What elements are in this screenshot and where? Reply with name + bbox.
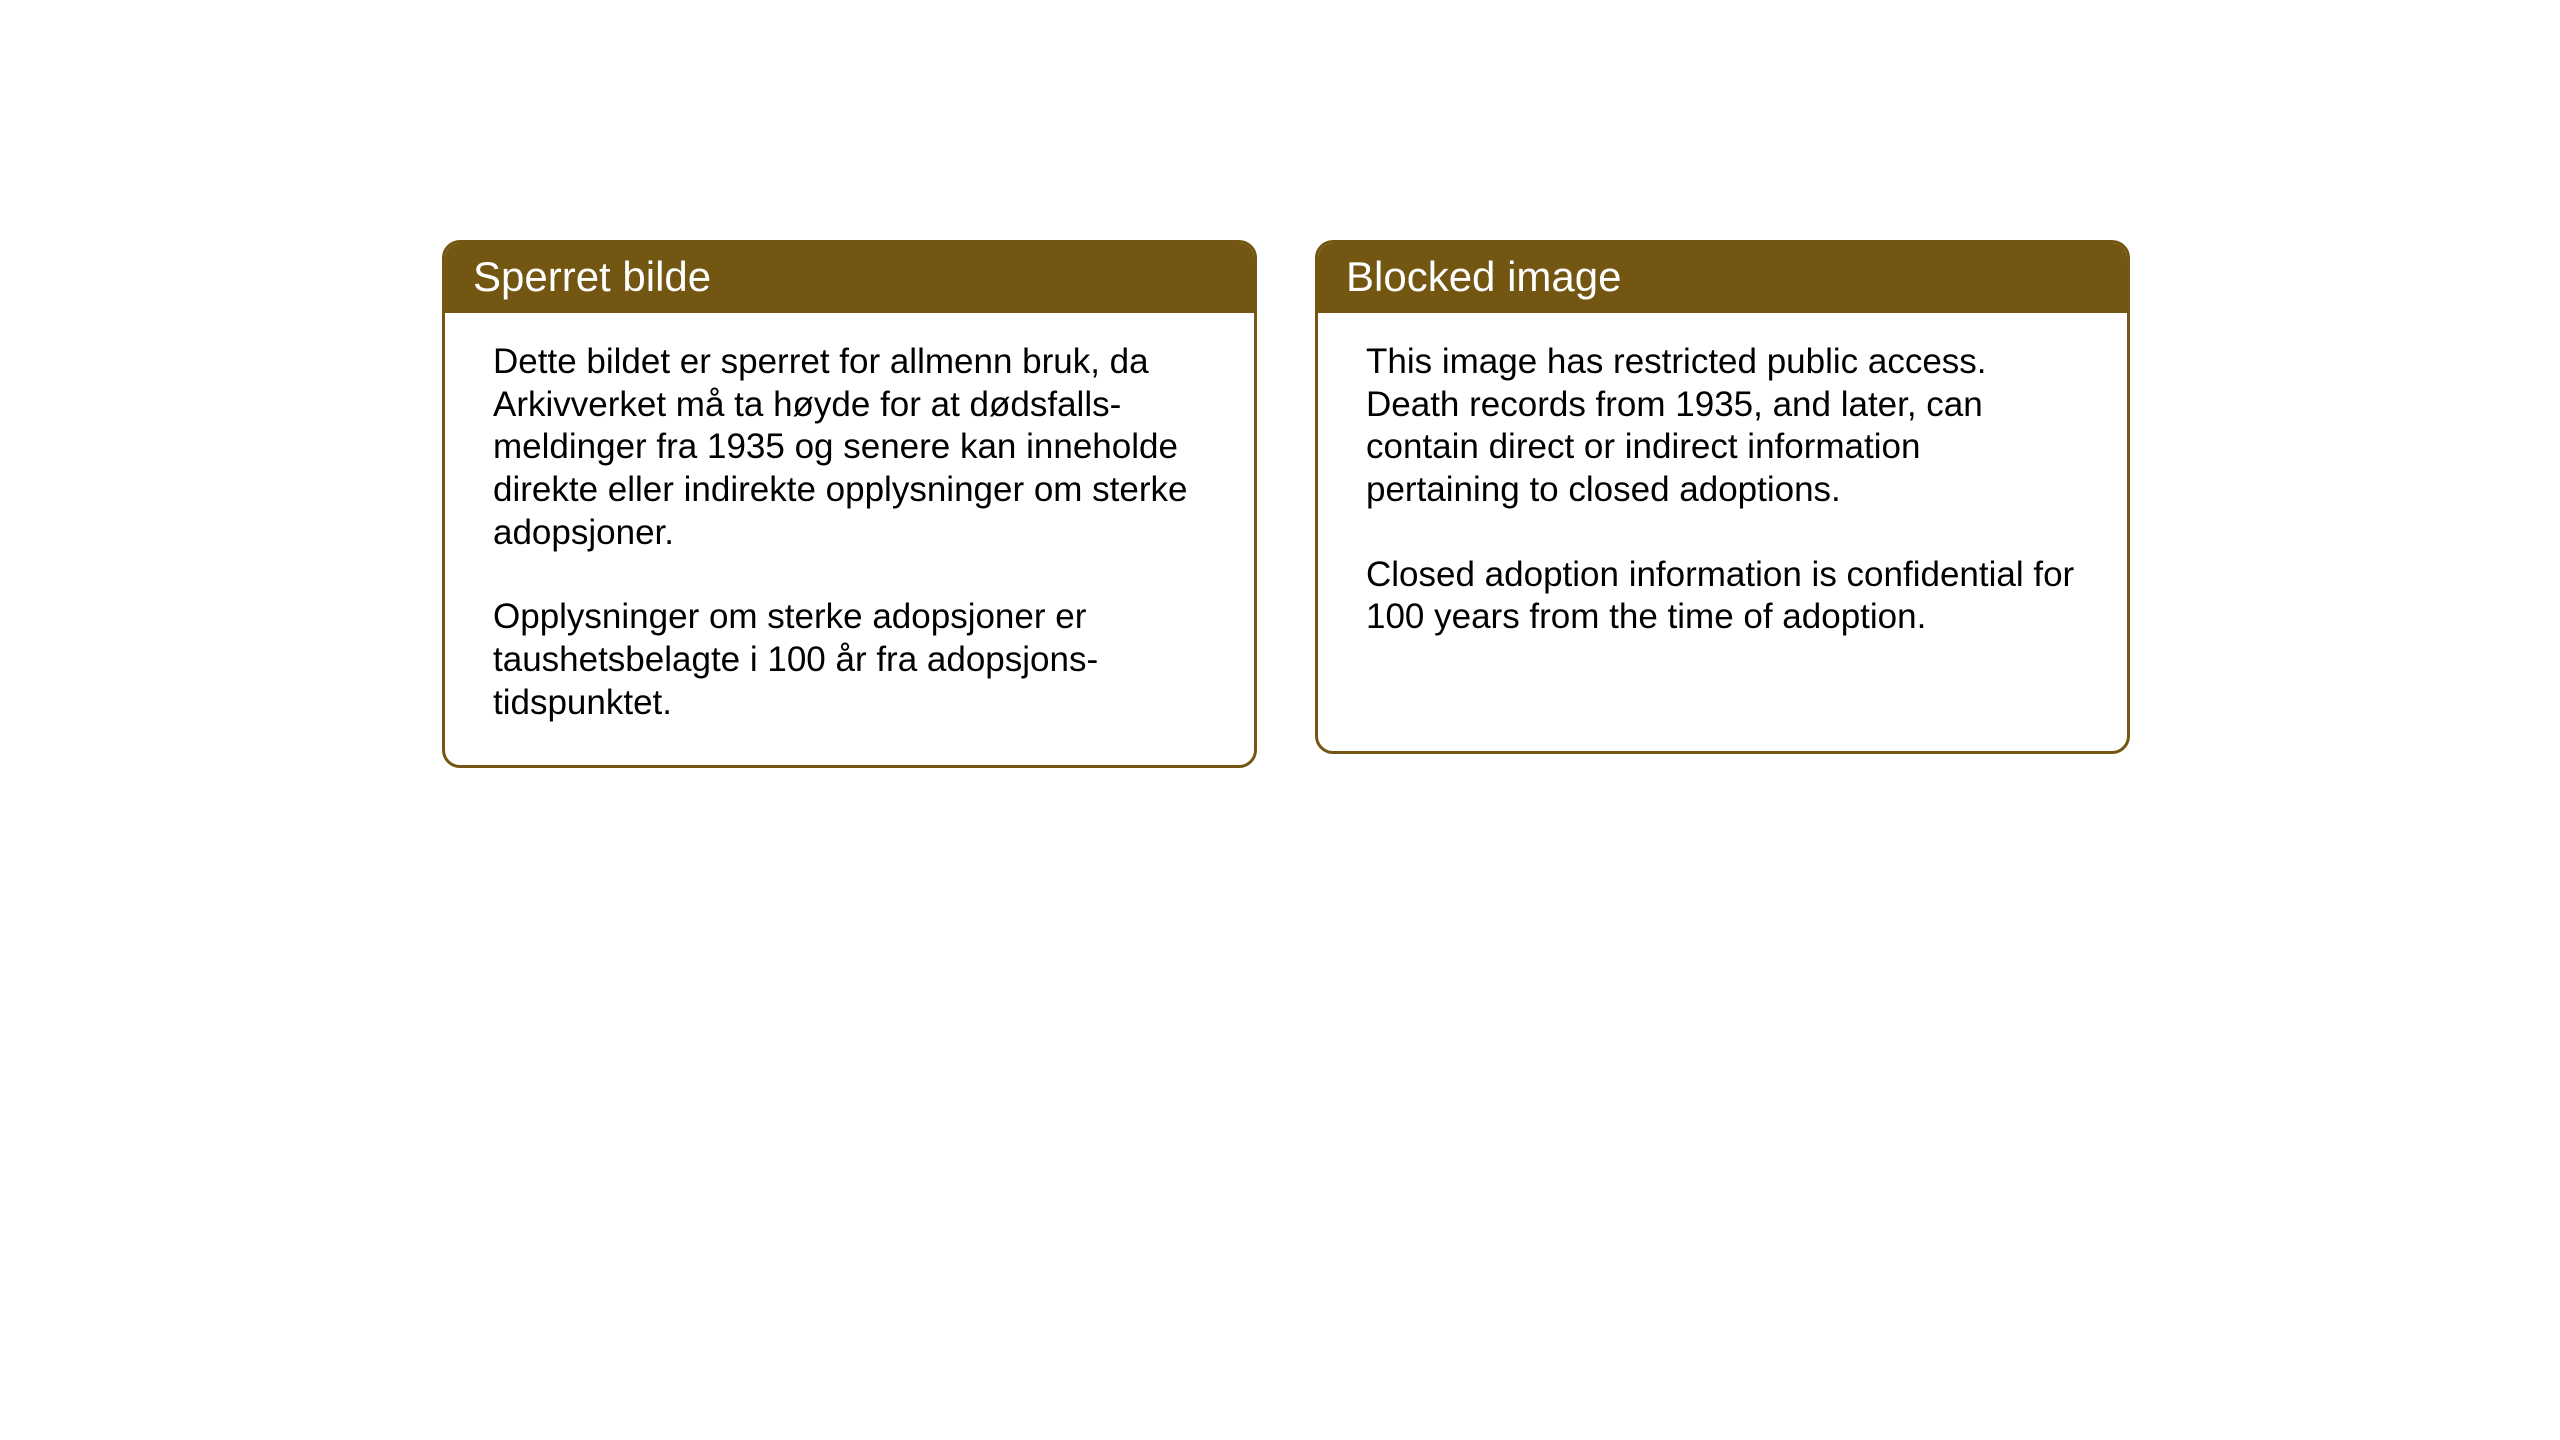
notice-card-english: Blocked image This image has restricted … bbox=[1315, 240, 2130, 754]
card-paragraph2-english: Closed adoption information is confident… bbox=[1366, 554, 2079, 639]
card-body-norwegian: Dette bildet er sperret for allmenn bruk… bbox=[445, 313, 1254, 765]
card-title-english: Blocked image bbox=[1346, 253, 1621, 300]
card-body-english: This image has restricted public access.… bbox=[1318, 313, 2127, 679]
notice-cards-container: Sperret bilde Dette bildet er sperret fo… bbox=[442, 240, 2130, 768]
card-paragraph1-english: This image has restricted public access.… bbox=[1366, 341, 2079, 512]
card-paragraph2-norwegian: Opplysninger om sterke adopsjoner er tau… bbox=[493, 596, 1206, 724]
card-header-english: Blocked image bbox=[1318, 243, 2127, 313]
card-paragraph1-norwegian: Dette bildet er sperret for allmenn bruk… bbox=[493, 341, 1206, 554]
card-header-norwegian: Sperret bilde bbox=[445, 243, 1254, 313]
card-title-norwegian: Sperret bilde bbox=[473, 253, 711, 300]
notice-card-norwegian: Sperret bilde Dette bildet er sperret fo… bbox=[442, 240, 1257, 768]
